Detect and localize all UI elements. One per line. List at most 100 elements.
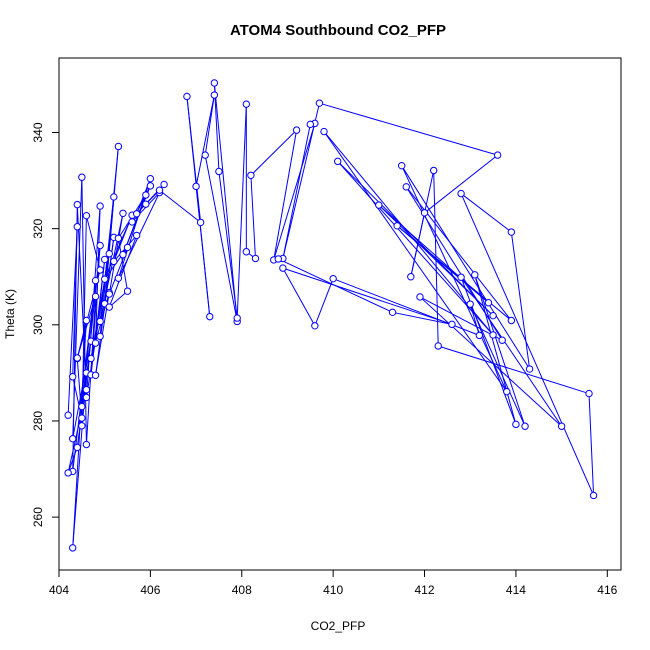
series-segment <box>392 311 453 325</box>
data-point <box>73 223 81 231</box>
series-segment <box>72 177 83 439</box>
y-tick-label: 320 <box>31 218 45 238</box>
data-point <box>292 126 301 134</box>
data-point <box>114 274 123 282</box>
data-point <box>274 255 283 263</box>
data-point <box>484 299 493 307</box>
y-axis: 260 280 300 320 340 <box>31 122 60 527</box>
data-point <box>493 151 502 159</box>
series-segment <box>282 267 316 327</box>
data-point <box>507 228 516 236</box>
data-point <box>155 186 164 194</box>
series-segment <box>405 186 512 321</box>
data-point <box>183 92 191 101</box>
data-point <box>160 180 168 189</box>
series-segment <box>273 130 298 261</box>
data-point <box>123 287 132 295</box>
data-point <box>521 422 529 430</box>
series-segment <box>474 274 526 427</box>
data-point <box>114 234 123 242</box>
data-point <box>119 209 127 217</box>
data-point <box>78 414 86 422</box>
series-segment <box>108 235 138 308</box>
series-segment <box>195 186 211 317</box>
series-segment <box>218 171 238 319</box>
data-point <box>206 312 214 321</box>
data-point <box>91 339 100 347</box>
data-point <box>110 257 118 266</box>
data-point <box>105 249 113 258</box>
series-segment <box>469 304 480 336</box>
series-segment <box>282 124 311 259</box>
data-point <box>503 387 511 396</box>
data-point <box>82 386 91 394</box>
series-segment <box>460 193 512 233</box>
series-segment <box>314 278 334 326</box>
data-point <box>475 331 484 340</box>
series-segment <box>250 129 297 176</box>
data-point <box>388 308 397 317</box>
data-point <box>142 200 150 208</box>
data-point <box>64 469 72 477</box>
series-segment <box>474 274 517 425</box>
series-segment <box>213 82 238 322</box>
data-point <box>434 342 442 350</box>
data-point <box>215 167 223 176</box>
data-point <box>105 303 113 311</box>
series-segment <box>460 276 563 427</box>
y-tick-label: 300 <box>31 314 45 334</box>
y-tick-label: 280 <box>31 411 45 431</box>
data-point <box>73 354 81 362</box>
data-point <box>448 320 456 329</box>
data-point <box>201 151 209 159</box>
data-point <box>334 157 342 166</box>
data-point <box>589 491 598 500</box>
data-point <box>329 274 337 283</box>
data-point <box>397 161 406 170</box>
data-point <box>82 393 91 402</box>
x-tick-label: 410 <box>323 583 343 597</box>
data-point <box>78 402 86 411</box>
data-point <box>489 311 497 320</box>
data-point <box>96 241 104 250</box>
data-point <box>132 210 141 218</box>
series-segment <box>588 393 595 496</box>
data-point <box>105 290 113 298</box>
x-tick-label: 416 <box>597 583 617 597</box>
data-point <box>142 191 150 199</box>
data-point <box>128 218 136 226</box>
data-point <box>64 411 72 419</box>
series-segment <box>510 231 531 370</box>
series-segment <box>460 193 595 496</box>
data-point <box>100 275 109 283</box>
data-point <box>73 200 81 209</box>
series-segment <box>85 206 101 398</box>
data-point <box>123 243 132 252</box>
data-point <box>110 193 118 201</box>
series-segment <box>410 170 435 277</box>
data-point <box>306 120 315 129</box>
data-point <box>210 91 219 99</box>
chart-title: ATOM4 Southbound CO2_PFP <box>230 22 446 39</box>
data-point <box>96 317 104 326</box>
data-point <box>585 389 593 398</box>
data-point <box>242 248 251 256</box>
data-point <box>100 255 109 264</box>
data-point <box>320 127 328 136</box>
data-point <box>251 254 260 263</box>
data-point <box>91 276 100 285</box>
data-point <box>69 373 77 381</box>
data-point <box>91 371 100 379</box>
data-point <box>78 422 86 430</box>
series-segment <box>419 296 503 341</box>
series-lines <box>67 82 595 548</box>
series-segment <box>438 345 590 395</box>
x-tick-label: 406 <box>140 583 160 597</box>
x-tick-label: 412 <box>415 583 435 597</box>
data-point <box>196 218 205 227</box>
data-point <box>210 79 219 87</box>
series-segment <box>95 206 101 344</box>
data-point <box>96 202 104 210</box>
series-segment <box>250 175 256 259</box>
data-point <box>91 292 100 301</box>
